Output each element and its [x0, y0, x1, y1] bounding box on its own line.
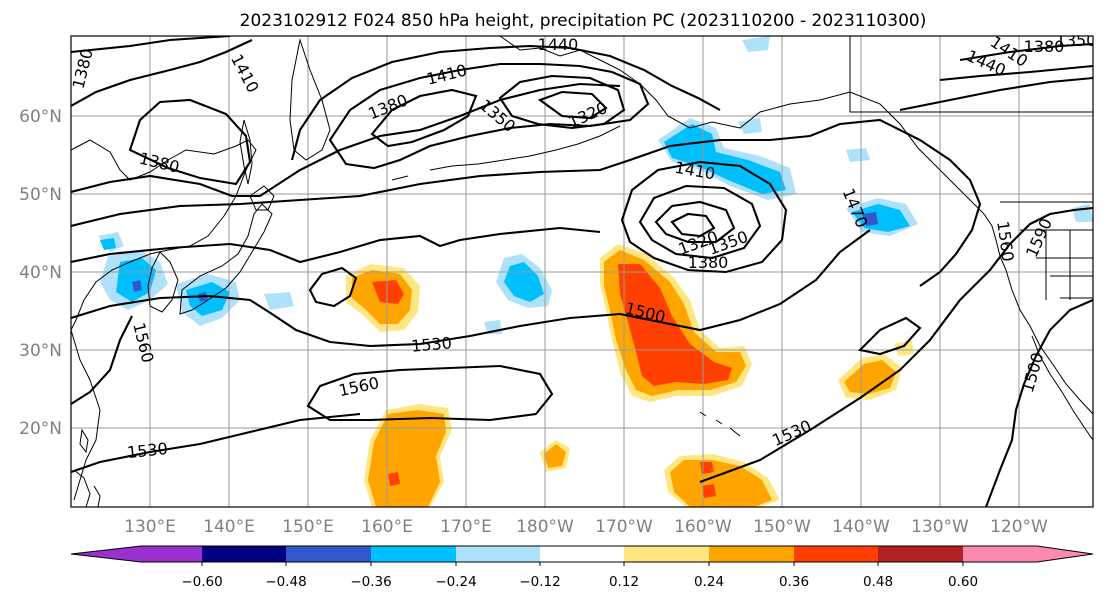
coast-taiwan — [79, 428, 89, 454]
figure-title: 2023102912 F024 850 hPa height, precipit… — [240, 11, 927, 31]
border-us-states — [1020, 229, 1093, 300]
lon-label: 120°W — [990, 517, 1048, 537]
lon-label: 140°W — [832, 517, 890, 537]
coast-hokkaido — [249, 185, 275, 211]
coast-hawaii — [699, 411, 741, 437]
lon-label: 170°E — [440, 517, 492, 537]
lon-label: 160°W — [674, 517, 732, 537]
colorbar-swatch — [540, 546, 624, 562]
contour-label: 1530 — [410, 333, 452, 355]
coast-sakhalin — [239, 119, 253, 185]
coast-kamchatka — [289, 38, 331, 161]
colorbar-swatch — [202, 546, 286, 562]
graticule — [71, 36, 1093, 507]
contour-label: 1380 — [1024, 37, 1065, 56]
lon-label: 150°W — [753, 517, 811, 537]
colorbar-tick-label: −0.36 — [350, 574, 391, 590]
coast-japan — [179, 203, 273, 315]
precip-neg-gulf-strong — [862, 212, 878, 226]
border-canada — [849, 36, 1093, 203]
lat-label: 20°N — [19, 419, 62, 439]
coast-aleutians — [391, 125, 621, 181]
coast-bc — [983, 213, 1093, 415]
colorbar-swatch — [709, 546, 794, 562]
colorbar-tick-label: −0.48 — [265, 574, 306, 590]
contour-label: 1380 — [688, 253, 729, 272]
colorbar-tick-label: 0.24 — [694, 574, 724, 590]
colorbar-tick-label: 0.60 — [948, 574, 978, 590]
colorbar-swatch — [963, 546, 1093, 562]
colorbar-swatch — [456, 546, 540, 562]
precip-neg-gulf-mid — [664, 124, 910, 232]
precip-pos-east-mid — [844, 360, 896, 394]
height-contours — [71, 36, 1093, 507]
precip-pos-west-strong — [372, 280, 404, 304]
contour-label: 1350 — [1056, 31, 1097, 50]
colorbar-swatch — [371, 546, 456, 562]
colorbar-tick-label: 0.12 — [609, 574, 639, 590]
lon-label: 180°W — [516, 517, 574, 537]
precip-neg-japan-strong — [132, 280, 208, 302]
lat-label: 60°N — [19, 107, 62, 127]
longitude-labels: 130°E 140°E 150°E 160°E 170°E 180°W 170°… — [124, 517, 1048, 537]
colorbar-tick-label: −0.60 — [181, 574, 222, 590]
colorbar — [70, 545, 1094, 566]
colorbar-swatch — [794, 546, 878, 562]
coast-baja — [1031, 335, 1093, 441]
map-area: 1440 1410 1380 1350 1320 1380 1410 1380 … — [71, 31, 1097, 507]
coastlines — [71, 36, 1093, 507]
coast-alaska — [499, 36, 985, 215]
colorbar-swatch — [878, 546, 963, 562]
lon-label: 170°W — [595, 517, 653, 537]
coast-korea — [147, 251, 179, 313]
colorbar-swatch — [71, 546, 202, 562]
lon-label: 150°E — [282, 517, 334, 537]
lat-label: 30°N — [19, 341, 62, 361]
map-border — [70, 35, 1094, 508]
colorbar-ticks: −0.60 −0.48 −0.36 −0.24 −0.12 0.12 0.24 … — [181, 574, 978, 590]
colorbar-outline — [70, 545, 1094, 563]
coast-philippines — [73, 469, 101, 507]
lon-label: 160°E — [361, 517, 413, 537]
colorbar-tick-label: −0.12 — [519, 574, 560, 590]
lat-label: 40°N — [19, 263, 62, 283]
contour-label: 1440 — [538, 35, 579, 54]
lat-label: 50°N — [19, 185, 62, 205]
colorbar-tick-label: 0.36 — [779, 574, 809, 590]
latitude-labels: 60°N 50°N 40°N 30°N 20°N — [19, 107, 62, 439]
contour-label: 1530 — [126, 439, 168, 462]
coast-china-south — [71, 329, 101, 501]
lon-label: 140°E — [203, 517, 255, 537]
colorbar-swatch — [286, 546, 371, 562]
lon-label: 130°E — [124, 517, 176, 537]
colorbar-tick-label: 0.48 — [863, 574, 893, 590]
colorbar-swatch — [624, 546, 709, 562]
lon-label: 130°W — [911, 517, 969, 537]
colorbar-tick-label: −0.24 — [435, 574, 476, 590]
